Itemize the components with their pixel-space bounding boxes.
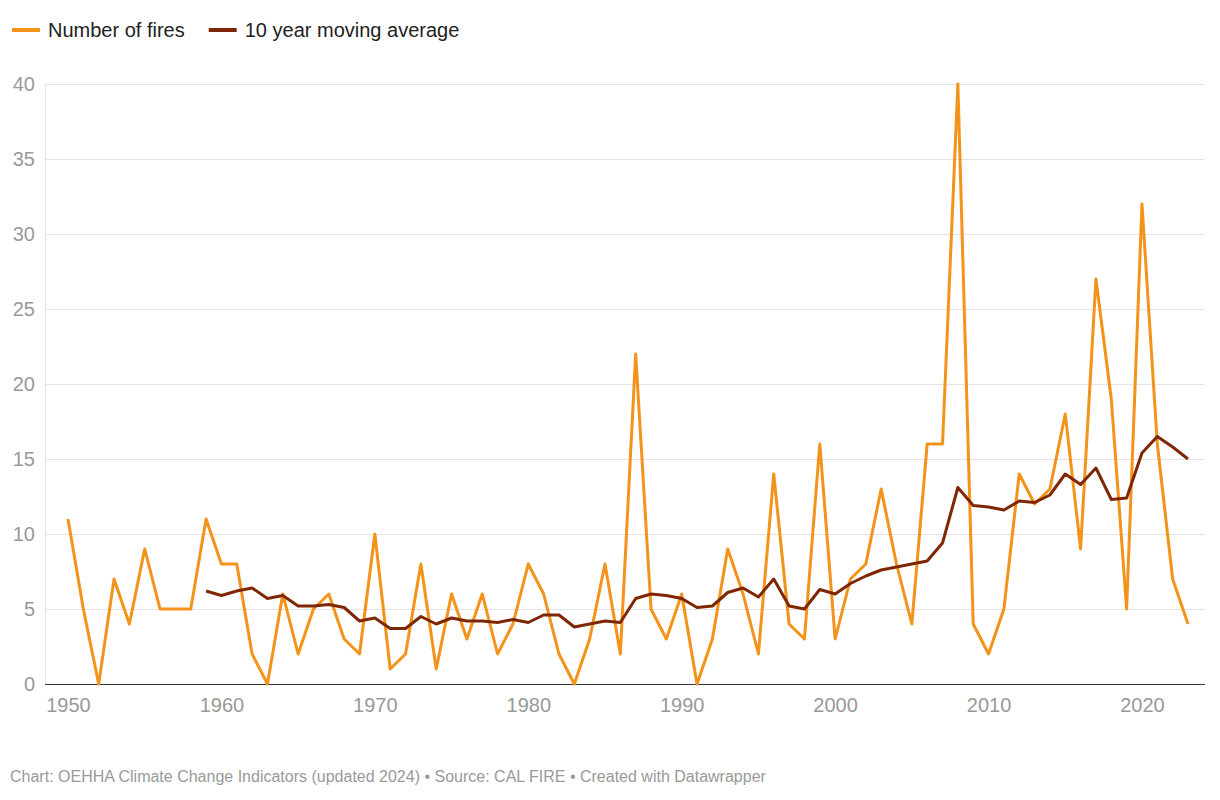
legend-label: 10 year moving average xyxy=(245,19,460,41)
grid-line xyxy=(45,234,1205,235)
x-tick: 1970 xyxy=(353,684,398,716)
y-tick: 35 xyxy=(13,148,1205,170)
y-tick: 20 xyxy=(13,373,1205,395)
x-tick: 1960 xyxy=(200,684,245,716)
legend: Number of fires 10 year moving average xyxy=(12,19,459,41)
x-tick: 2000 xyxy=(813,684,858,716)
x-tick-label: 1960 xyxy=(200,694,245,716)
legend-label: Number of fires xyxy=(48,19,185,41)
grid-line xyxy=(45,609,1205,610)
footer: Chart: OEHHA Climate Change Indicators (… xyxy=(10,768,767,785)
y-tick-label: 40 xyxy=(13,73,35,95)
x-tick-label: 1980 xyxy=(507,694,552,716)
y-tick-label: 10 xyxy=(13,523,35,545)
series-line xyxy=(206,437,1188,629)
x-axis-line xyxy=(69,684,1189,685)
grid-line xyxy=(45,384,1205,385)
x-tick: 1990 xyxy=(660,684,705,716)
x-tick: 1950 xyxy=(46,684,91,716)
grid-line xyxy=(45,84,1205,85)
x-tick-label: 1970 xyxy=(353,694,398,716)
x-tick-label: 2010 xyxy=(967,694,1012,716)
grid-line xyxy=(45,159,1205,160)
y-tick-label: 20 xyxy=(13,373,35,395)
y-tick: 40 xyxy=(13,73,1205,95)
y-tick: 15 xyxy=(13,448,1205,470)
x-tick-label: 1950 xyxy=(46,694,91,716)
x-axis: 1950 1960 1970 1980 1990 2000 2010 2020 xyxy=(46,684,1188,716)
x-tick: 1980 xyxy=(507,684,552,716)
y-tick-label: 15 xyxy=(13,448,35,470)
grid-line xyxy=(45,309,1205,310)
y-tick: 25 xyxy=(13,298,1205,320)
y-tick: 30 xyxy=(13,223,1205,245)
x-tick: 2010 xyxy=(967,684,1012,716)
y-tick-label: 25 xyxy=(13,298,35,320)
x-tick-label: 2020 xyxy=(1120,694,1165,716)
x-tick-label: 2000 xyxy=(813,694,858,716)
y-tick: 10 xyxy=(13,523,1205,545)
legend-swatch xyxy=(209,28,237,32)
plot-area xyxy=(68,84,1188,684)
y-tick-label: 0 xyxy=(24,673,35,695)
y-tick-label: 35 xyxy=(13,148,35,170)
y-axis: 0 5 10 15 20 25 30 35 40 xyxy=(13,73,1205,695)
series-line xyxy=(68,84,1188,684)
legend-swatch xyxy=(12,28,40,32)
grid-line xyxy=(45,684,1205,685)
y-tick: 0 xyxy=(24,673,1205,695)
chart-canvas: 0 5 10 15 20 25 30 35 40 1950 1960 1970 1980 1990 2000… xyxy=(0,0,1220,800)
grid-line xyxy=(45,459,1205,460)
legend-item: 10 year moving average xyxy=(209,19,460,41)
x-tick: 2020 xyxy=(1120,684,1165,716)
y-tick-label: 5 xyxy=(24,598,35,620)
legend-item: Number of fires xyxy=(12,19,185,41)
x-tick-label: 1990 xyxy=(660,694,705,716)
y-tick-label: 30 xyxy=(13,223,35,245)
